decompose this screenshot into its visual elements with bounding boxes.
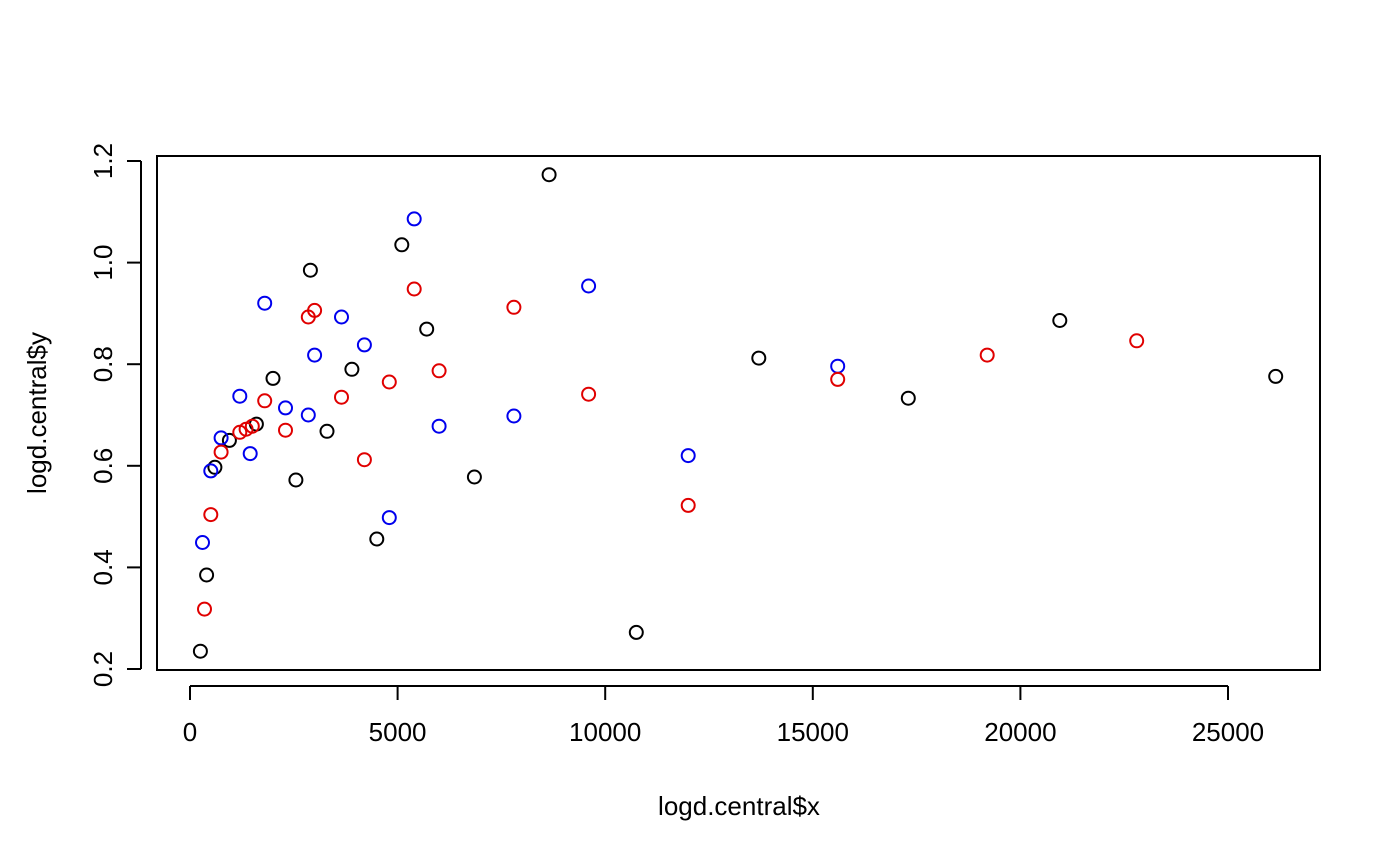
data-point-series-1: [466, 469, 482, 485]
y-tick-label: 0.4: [88, 549, 118, 585]
data-point-series-3: [257, 393, 273, 409]
data-point-series-1: [369, 531, 385, 547]
data-point-series-3: [581, 386, 597, 402]
data-points: [192, 167, 1284, 659]
data-point-series-3: [197, 601, 212, 617]
data-point-series-1: [419, 321, 435, 337]
x-tick-label: 25000: [1192, 717, 1264, 747]
data-point-series-1: [221, 432, 237, 448]
y-tick-label: 0.6: [88, 448, 118, 484]
data-point-series-2: [680, 448, 696, 464]
data-point-series-1: [394, 237, 410, 253]
y-tick-label: 1.2: [88, 143, 118, 179]
data-point-series-2: [278, 400, 293, 416]
y-tick-label: 1.0: [88, 245, 118, 281]
x-tick-label: 20000: [984, 717, 1056, 747]
data-point-series-3: [381, 374, 397, 390]
data-point-series-3: [406, 281, 422, 297]
data-point-series-1: [1052, 313, 1068, 328]
data-point-series-1: [288, 472, 304, 488]
data-point-series-3: [244, 418, 260, 434]
data-point-series-1: [207, 459, 223, 475]
x-tick-label: 0: [183, 717, 197, 747]
y-axis-title: logd.central$y: [22, 332, 52, 494]
data-point-series-3: [1129, 333, 1145, 349]
y-tick-label: 0.2: [88, 651, 118, 687]
data-point-series-1: [541, 167, 557, 183]
data-point-series-2: [356, 337, 372, 353]
plot-frame: [156, 155, 1321, 671]
data-point-series-3: [506, 299, 522, 315]
data-point-series-2: [195, 535, 210, 550]
data-point-series-2: [232, 388, 248, 404]
data-point-series-1: [751, 350, 767, 366]
data-point-series-2: [257, 295, 273, 311]
data-point-series-3: [356, 452, 372, 468]
data-point-series-2: [334, 309, 349, 325]
data-point-series-1: [302, 262, 318, 278]
data-point-series-2: [506, 408, 522, 424]
x-axis-ticks: 0 5000 10000 15000 20000 25000: [183, 686, 1264, 747]
data-point-series-2: [431, 418, 447, 434]
data-point-series-2: [203, 463, 219, 479]
data-point-series-2: [381, 510, 397, 526]
data-point-series-1: [900, 390, 916, 406]
data-point-series-1: [628, 624, 644, 640]
data-point-series-1: [1268, 368, 1284, 384]
data-point-series-2: [307, 347, 323, 363]
data-point-series-3: [680, 497, 696, 513]
data-point-series-2: [213, 430, 229, 446]
data-point-series-1: [265, 370, 281, 386]
x-tick-label: 10000: [569, 717, 641, 747]
data-point-series-3: [213, 444, 229, 460]
data-point-series-2: [830, 358, 846, 374]
data-point-series-2: [242, 446, 258, 462]
data-point-series-2: [581, 278, 597, 294]
x-tick-label: 15000: [777, 717, 849, 747]
data-point-series-2: [406, 211, 422, 227]
x-tick-label: 5000: [369, 717, 427, 747]
data-point-series-1: [192, 643, 208, 659]
x-axis-title: logd.central$x: [658, 791, 820, 821]
data-point-series-1: [319, 423, 335, 439]
data-point-series-3: [307, 302, 323, 318]
data-point-series-3: [203, 507, 219, 523]
data-point-series-3: [278, 422, 293, 438]
y-axis-ticks: 0.2 0.4 0.6 0.8 1.0 1.2: [88, 143, 141, 687]
data-point-series-3: [979, 347, 995, 363]
data-point-series-1: [199, 567, 215, 583]
data-point-series-3: [431, 363, 447, 379]
data-point-series-3: [334, 389, 349, 405]
data-point-series-2: [300, 407, 316, 423]
data-point-series-1: [344, 361, 360, 377]
y-tick-label: 0.8: [88, 346, 118, 382]
data-point-series-3: [830, 371, 846, 387]
